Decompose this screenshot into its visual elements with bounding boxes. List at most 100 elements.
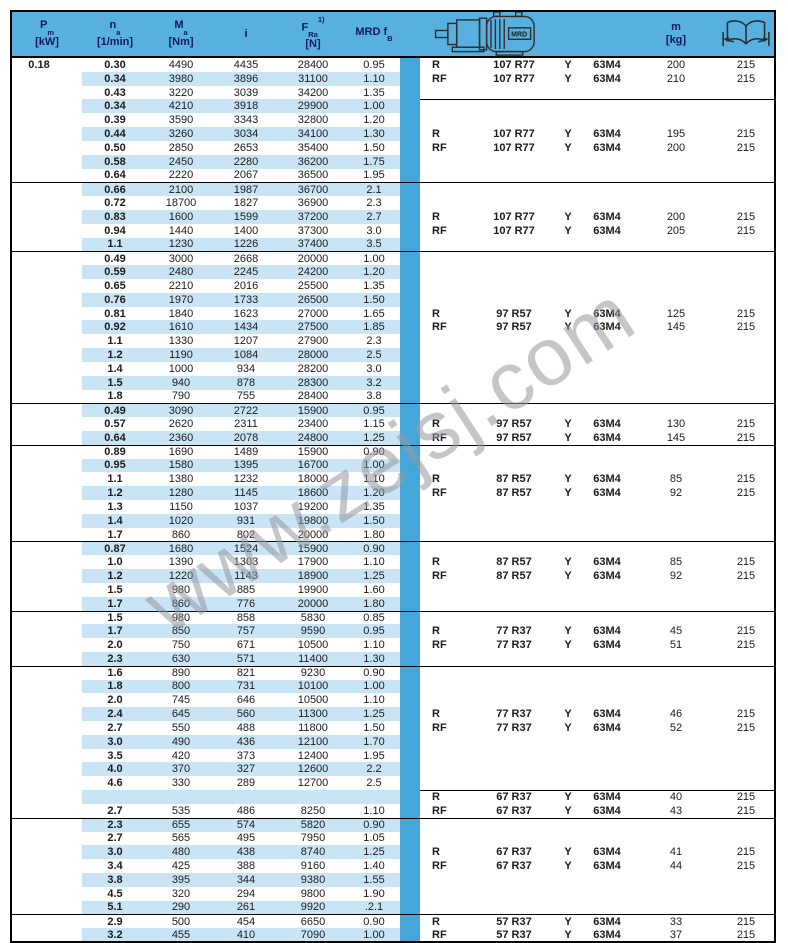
cell-ma: 480 — [148, 845, 214, 860]
cell-rtype: R — [432, 846, 440, 859]
cell-i: 571 — [214, 651, 278, 666]
cell-rm — [634, 86, 718, 100]
cell-rpage: 215 — [736, 127, 756, 140]
cell-ma: 860 — [148, 596, 214, 611]
cell-ry: Y — [564, 473, 572, 486]
cell-na: 0.87 — [82, 541, 148, 556]
cell-rtype — [420, 279, 472, 293]
cell-mrd: 2.7 — [348, 209, 400, 224]
cell-fra: 32800 — [297, 114, 329, 127]
cell-ma: 1220 — [148, 569, 214, 583]
cell-ry — [556, 86, 580, 100]
cell-rtype — [420, 293, 472, 307]
cell-rpage — [718, 238, 774, 252]
cell-rpage — [718, 610, 774, 625]
cell-ma: 1280 — [148, 486, 214, 500]
cell-rm — [634, 459, 718, 473]
cell-stripe — [400, 168, 420, 183]
cell-mrd: 1.30 — [348, 127, 400, 141]
cell-ry — [556, 169, 580, 183]
cell-ry — [556, 500, 580, 514]
cell-na: 2.7 — [107, 721, 123, 734]
cell-ry — [556, 376, 580, 390]
cell-i: 1827 — [233, 197, 259, 210]
cell-rpage — [718, 265, 774, 279]
cell-rpage: 215 — [736, 721, 756, 734]
cell-rmotor — [580, 113, 634, 127]
cell-ry — [556, 776, 580, 790]
cell-na: 2.9 — [82, 914, 148, 928]
cell-rsize — [472, 873, 556, 887]
cell-fra: 27500 — [278, 320, 348, 335]
cell-stripe — [400, 127, 420, 141]
cell-mrd: 2.2 — [348, 762, 400, 777]
cell-rpage — [718, 403, 774, 417]
cell-rtype — [420, 597, 472, 611]
cell-stripe — [400, 251, 420, 266]
cell-stripe — [400, 859, 420, 873]
cell-rm — [634, 735, 718, 749]
cell-na: 0.50 — [104, 141, 126, 154]
cell-mrd: 1.00 — [348, 679, 400, 694]
cell-rtype — [420, 735, 472, 749]
cell-rsize: 57 R37 — [496, 929, 532, 941]
cell-pm — [12, 804, 82, 818]
table-row: 5.1 290 261 9920.2.1 — [12, 900, 774, 915]
cell-rsize — [472, 251, 556, 265]
cell-i: 1395 — [214, 458, 278, 473]
cell-na: 0.64 — [82, 430, 148, 445]
table-row: 0.34 4210 3918 29900 1.00 — [12, 99, 774, 114]
cell-rpage: 215 — [736, 224, 756, 237]
cell-stripe — [400, 140, 420, 155]
cell-ry: Y — [564, 58, 572, 71]
cell-rmotor — [580, 500, 634, 514]
cell-fra: 12600 — [278, 762, 348, 777]
cell-pm — [12, 348, 82, 362]
cell-pm — [12, 334, 82, 348]
cell-rpage: 215 — [736, 556, 756, 569]
cell-rpage — [718, 99, 774, 113]
cell-i: 3034 — [214, 127, 278, 141]
cell-mrd: 1.50 — [348, 513, 400, 528]
cell-rsize: 77 R37 — [496, 625, 532, 638]
cell-rsize — [472, 541, 556, 555]
cell-i: 802 — [236, 528, 256, 541]
cell-i: 574 — [214, 817, 278, 832]
cell-mrd: 1.25 — [348, 707, 400, 721]
cell-rtype — [420, 86, 472, 100]
cell-ry — [556, 459, 580, 473]
cell-pm — [12, 99, 82, 113]
cell-rtype: R — [432, 210, 440, 223]
cell-rtype — [420, 403, 472, 417]
cell-ma: 645 — [148, 707, 214, 721]
cell-pm — [12, 749, 82, 763]
cell-rtype: R — [420, 914, 472, 928]
cell-mrd: 1.55 — [348, 872, 400, 887]
cell-i: 2311 — [234, 418, 258, 431]
cell-rm: 51 — [669, 639, 683, 652]
cell-i: 436 — [214, 734, 278, 749]
cell-pm — [12, 293, 82, 307]
cell-ry — [556, 873, 580, 887]
table-row: 0.18 0.30 4490 4435 28400 0.95 R 107 R77 Y 63M4 20… — [12, 58, 774, 72]
cell-stripe — [400, 348, 420, 362]
cell-rsize — [472, 265, 556, 279]
cell-rsize: 107 R77 — [493, 72, 535, 85]
cell-pm — [12, 141, 82, 155]
cell-stripe — [400, 154, 420, 169]
cell-rmotor: 63M4 — [593, 860, 621, 873]
cell-rsize: 67 R37 — [496, 804, 532, 817]
cell-rm: 200 — [666, 141, 686, 154]
cell-fra: 7950 — [300, 832, 326, 845]
table-row: 1.6 890 821 9230 0.90 — [12, 665, 774, 680]
cell-ry — [556, 583, 580, 597]
cell-pm — [12, 680, 82, 694]
cell-ma: 1000 — [168, 362, 194, 375]
cell-rpage: 215 — [736, 639, 756, 652]
table-row: 4.5 320 294 9800 1.90 — [12, 886, 774, 901]
cell-rsize: 97 R57 — [496, 431, 532, 444]
cell-pm — [12, 486, 82, 500]
cell-i: 289 — [236, 777, 256, 790]
cell-i: 1434 — [214, 320, 278, 335]
cell-ma: 320 — [171, 887, 191, 900]
